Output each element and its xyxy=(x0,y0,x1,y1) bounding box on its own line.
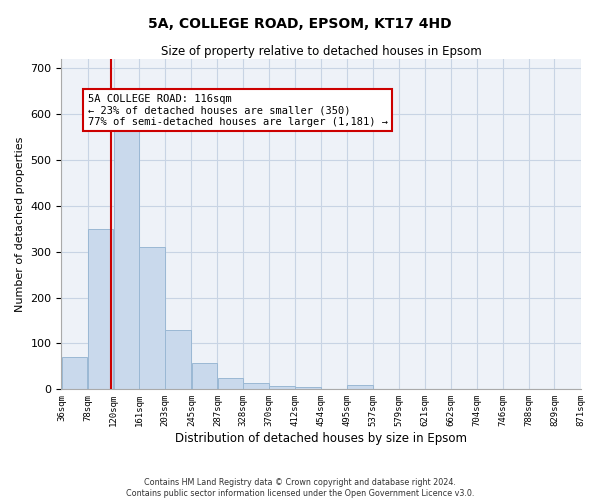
Bar xyxy=(269,386,295,390)
Text: 5A COLLEGE ROAD: 116sqm
← 23% of detached houses are smaller (350)
77% of semi-d: 5A COLLEGE ROAD: 116sqm ← 23% of detache… xyxy=(88,94,388,127)
Text: 5A, COLLEGE ROAD, EPSOM, KT17 4HD: 5A, COLLEGE ROAD, EPSOM, KT17 4HD xyxy=(148,18,452,32)
Y-axis label: Number of detached properties: Number of detached properties xyxy=(15,136,25,312)
Bar xyxy=(218,378,242,390)
Bar xyxy=(295,386,321,390)
Bar xyxy=(243,383,269,390)
Bar xyxy=(191,363,217,390)
Bar xyxy=(114,128,139,390)
Title: Size of property relative to detached houses in Epsom: Size of property relative to detached ho… xyxy=(161,45,481,58)
Bar xyxy=(139,247,165,390)
Bar xyxy=(88,229,113,390)
Bar xyxy=(62,357,87,390)
X-axis label: Distribution of detached houses by size in Epsom: Distribution of detached houses by size … xyxy=(175,432,467,445)
Text: Contains HM Land Registry data © Crown copyright and database right 2024.
Contai: Contains HM Land Registry data © Crown c… xyxy=(126,478,474,498)
Bar xyxy=(347,384,373,390)
Bar xyxy=(166,330,191,390)
